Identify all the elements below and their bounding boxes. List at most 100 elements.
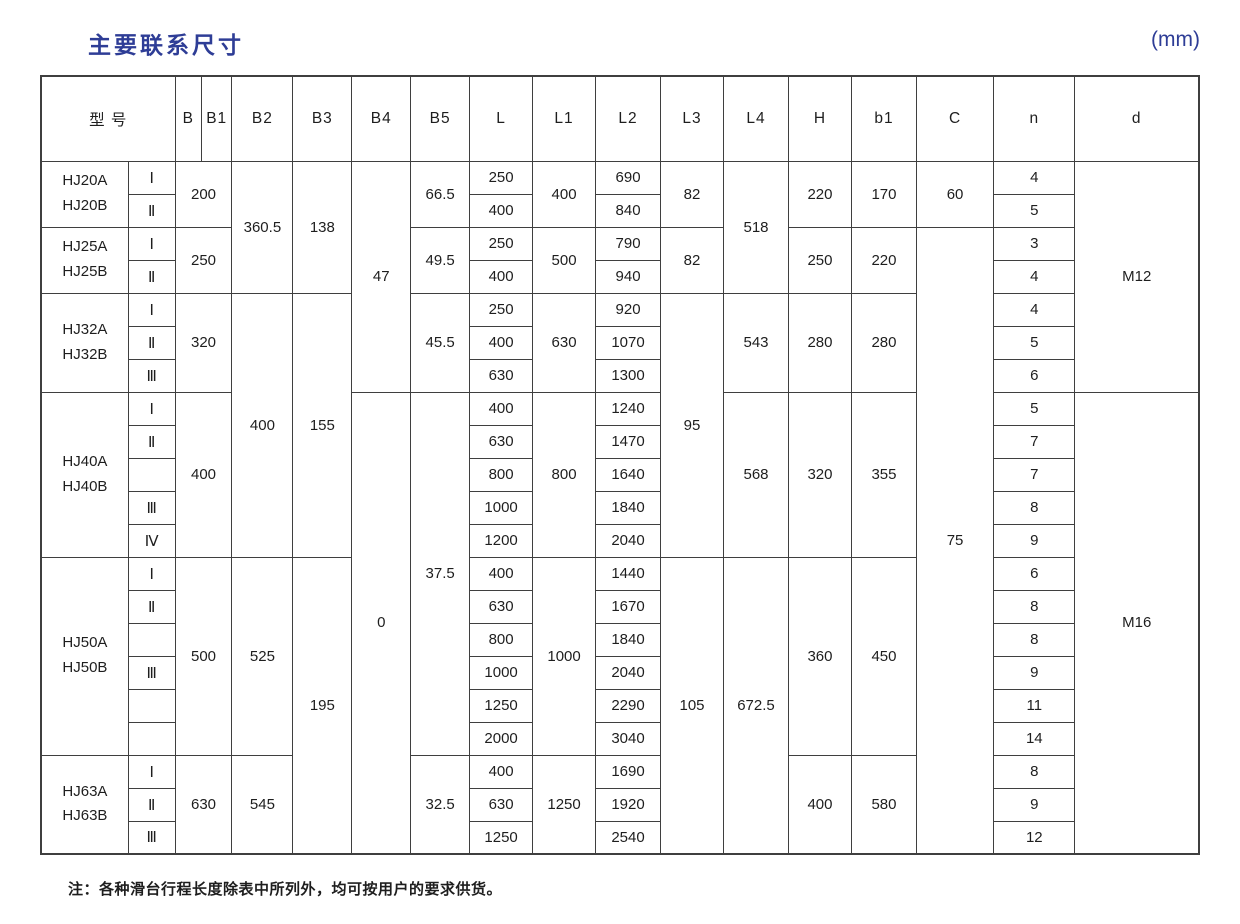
column-header: C	[915, 75, 995, 162]
subrow-cell: Ⅱ	[127, 424, 176, 459]
subrow-cell: Ⅰ	[127, 226, 176, 261]
value-cell: 250	[469, 160, 534, 195]
subrow-cell: Ⅱ	[127, 193, 176, 228]
value-cell: 2040	[595, 655, 662, 690]
table-body: HJ20A HJ20B Ⅰ 200 360.5 138 47 66.5 250 400 690 82…	[40, 160, 1200, 855]
value-cell: 355	[850, 391, 917, 558]
column-header: B1	[200, 75, 233, 162]
value-cell: 1070	[595, 325, 662, 360]
value-cell: 49.5	[410, 226, 471, 294]
value-cell: 37.5	[410, 391, 471, 756]
model-cell: HJ63A HJ63B	[40, 754, 129, 855]
value-cell: 400	[469, 259, 534, 294]
table-row: HJ63A HJ63B Ⅰ 630 545 32.5 400 1250 1690 400 580 8	[40, 754, 1199, 855]
value-cell: 8	[993, 589, 1076, 624]
value-cell: 6	[993, 358, 1076, 393]
column-header: L3	[660, 75, 724, 162]
value-cell: 568	[723, 391, 789, 558]
value-cell: 360.5	[231, 160, 294, 294]
column-header: L1	[532, 75, 597, 162]
value-cell: M12	[1074, 160, 1200, 393]
value-cell: 200	[174, 160, 233, 228]
value-cell: 400	[231, 292, 294, 558]
value-cell: 1920	[595, 787, 662, 822]
column-header: B4	[351, 75, 412, 162]
column-header: n	[993, 75, 1076, 162]
table-row: HJ25A HJ25B Ⅰ 250 49.5 250 500 790 82 250 220 75 3	[40, 226, 1199, 855]
value-cell: 3040	[595, 721, 662, 756]
subrow-cell: Ⅱ	[127, 787, 176, 822]
subrow-cell	[127, 622, 176, 657]
value-cell: 2540	[595, 820, 662, 855]
value-cell: 8	[993, 622, 1076, 657]
subrow-cell	[127, 721, 176, 756]
value-cell: 920	[595, 292, 662, 327]
value-cell: 1840	[595, 490, 662, 525]
column-header: d	[1074, 75, 1200, 162]
model-cell: HJ40A HJ40B	[40, 391, 129, 558]
table-row: Ⅳ 1200 2040 9	[41, 523, 1199, 558]
value-cell: 4	[993, 292, 1076, 327]
value-cell: 400	[174, 391, 233, 558]
value-cell: 5	[993, 193, 1076, 228]
table-row: Ⅲ 1250 2540 12	[41, 820, 1199, 855]
value-cell: 1670	[595, 589, 662, 624]
value-cell: 7	[993, 457, 1076, 492]
column-header: L	[469, 75, 534, 162]
subrow-cell: Ⅳ	[127, 523, 176, 558]
value-cell: 800	[469, 457, 534, 492]
value-cell: 75	[915, 226, 995, 855]
value-cell: 800	[469, 622, 534, 657]
value-cell: 790	[595, 226, 662, 261]
column-header: 型 号	[40, 75, 176, 162]
value-cell: 400	[469, 193, 534, 228]
subrow-cell: Ⅱ	[127, 325, 176, 360]
value-cell: 1240	[595, 391, 662, 426]
value-cell: 32.5	[410, 754, 471, 855]
value-cell: 9	[993, 787, 1076, 822]
table-row: HJ50A HJ50B Ⅰ 500 525 195 400 1000 1440 105 672.5…	[40, 556, 1199, 855]
value-cell: 82	[660, 160, 724, 228]
table-row: Ⅱ 630 1470 7	[41, 424, 1199, 459]
value-cell: 1840	[595, 622, 662, 657]
value-cell: 500	[532, 226, 597, 294]
value-cell: M16	[1074, 391, 1200, 855]
value-cell: 1000	[469, 655, 534, 690]
value-cell: 7	[993, 424, 1076, 459]
value-cell: 195	[292, 556, 353, 855]
value-cell: 2000	[469, 721, 534, 756]
value-cell: 220	[850, 226, 917, 294]
value-cell: 525	[231, 556, 294, 756]
table-row: 800 1840 8	[41, 622, 1199, 657]
value-cell: 543	[723, 292, 789, 393]
value-cell: 250	[469, 226, 534, 261]
value-cell: 1000	[532, 556, 597, 756]
table-row: HJ40A HJ40B Ⅰ 400 0 37.5 400 800 1240 568 320 355 5…	[40, 391, 1200, 855]
value-cell: 0	[351, 391, 412, 855]
value-cell: 5	[993, 391, 1076, 426]
subrow-cell: Ⅲ	[127, 655, 176, 690]
value-cell: 630	[469, 589, 534, 624]
table-row: Ⅲ 630 1300 6	[41, 358, 1199, 393]
table-row: 800 1640 7	[41, 457, 1199, 492]
table-row: 2000 3040 14	[41, 721, 1199, 756]
value-cell: 1250	[469, 688, 534, 723]
value-cell: 280	[850, 292, 917, 393]
value-cell: 4	[993, 160, 1076, 195]
model-cell: HJ20A HJ20B	[40, 160, 129, 228]
value-cell: 400	[469, 556, 534, 591]
value-cell: 60	[915, 160, 995, 228]
value-cell: 66.5	[410, 160, 471, 228]
value-cell: 630	[469, 358, 534, 393]
value-cell: 45.5	[410, 292, 471, 393]
subrow-cell: Ⅰ	[127, 391, 176, 426]
table-row: 1250 2290 11	[41, 688, 1199, 723]
value-cell: 220	[788, 160, 852, 228]
value-cell: 12	[993, 820, 1076, 855]
subrow-cell: Ⅰ	[127, 292, 176, 327]
subrow-cell: Ⅱ	[127, 589, 176, 624]
value-cell: 250	[469, 292, 534, 327]
